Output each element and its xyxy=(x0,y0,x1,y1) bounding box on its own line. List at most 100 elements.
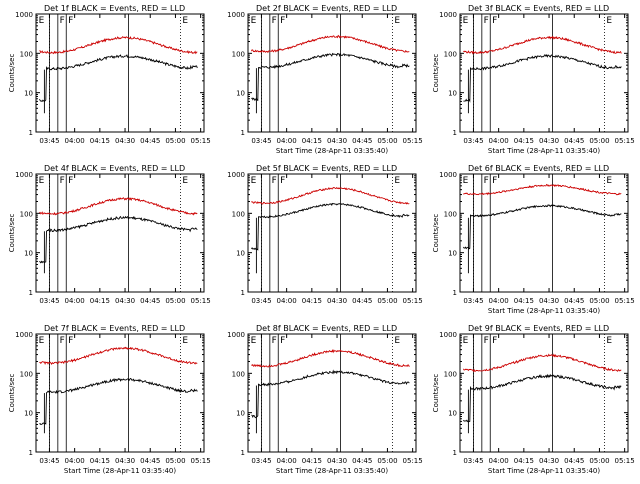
x-tick-label: 05:00 xyxy=(165,297,185,305)
x-tick-label: 04:15 xyxy=(514,457,534,465)
lld-curve xyxy=(251,186,410,205)
x-tick-label: 05:15 xyxy=(615,457,635,465)
marker-label: E xyxy=(394,336,400,346)
events-curve xyxy=(39,54,198,103)
panel-title: Det 6f BLACK = Events, RED = LLD xyxy=(468,164,609,173)
plot-frame xyxy=(459,333,629,453)
marker-label: E xyxy=(606,336,612,346)
panel-title: Det 2f BLACK = Events, RED = LLD xyxy=(256,4,397,13)
x-tick-label: 05:00 xyxy=(165,457,185,465)
x-tick-label: 05:15 xyxy=(403,457,423,465)
y-tick-label: 1000 xyxy=(439,11,457,19)
x-tick-label: 03:45 xyxy=(251,457,271,465)
x-axis-label: Start Time (28-Apr-11 03:35:40) xyxy=(276,467,388,475)
marker-label: E xyxy=(394,16,400,26)
lld-curve xyxy=(251,349,410,368)
y-tick-label: 1000 xyxy=(15,171,33,179)
x-tick-label: 03:45 xyxy=(251,137,271,145)
detector-panel: Det 8f BLACK = Events, RED = LLD 1 10 100 10… xyxy=(227,324,423,475)
x-tick-label: 04:15 xyxy=(302,137,322,145)
y-tick-label: 1 xyxy=(241,449,245,457)
y-tick-label: 100 xyxy=(20,370,33,378)
lld-curve xyxy=(463,183,622,196)
marker-label: F xyxy=(484,16,489,26)
panel-title: Det 9f BLACK = Events, RED = LLD xyxy=(468,324,609,333)
events-curve xyxy=(251,369,410,419)
marker-label: F xyxy=(60,16,65,26)
detector-panel: Det 6f BLACK = Events, RED = LLD 1 10 100 10… xyxy=(432,164,635,315)
marker-label: E xyxy=(463,336,469,346)
marker-label: E xyxy=(251,336,257,346)
x-tick-label: 04:30 xyxy=(327,457,347,465)
x-tick-label: 05:00 xyxy=(589,297,609,305)
detector-panel: Det 1f BLACK = Events, RED = LLD 1 10 100 10… xyxy=(8,4,211,145)
y-tick-label: 10 xyxy=(448,250,457,258)
x-tick-label: 05:15 xyxy=(191,297,211,305)
y-tick-label: 1000 xyxy=(227,11,245,19)
lld-curve xyxy=(463,35,622,55)
y-tick-label: 1 xyxy=(453,289,457,297)
y-tick-label: 100 xyxy=(232,50,245,58)
y-tick-label: 100 xyxy=(20,210,33,218)
marker-label: E xyxy=(251,176,257,186)
marker-label: F xyxy=(484,336,489,346)
marker-label: F xyxy=(280,176,285,186)
y-tick-label: 1 xyxy=(453,129,457,137)
y-tick-label: 100 xyxy=(232,210,245,218)
x-tick-label: 04:30 xyxy=(115,457,135,465)
x-tick-label: 04:30 xyxy=(115,137,135,145)
y-tick-label: 1 xyxy=(241,129,245,137)
x-tick-label: 05:00 xyxy=(165,137,185,145)
marker-label: F xyxy=(492,336,497,346)
panel-title: Det 1f BLACK = Events, RED = LLD xyxy=(44,4,185,13)
detector-panel: Det 4f BLACK = Events, RED = LLD 1 10 100 10… xyxy=(8,164,211,305)
x-tick-label: 05:00 xyxy=(589,457,609,465)
marker-label: E xyxy=(182,336,188,346)
x-tick-label: 04:00 xyxy=(277,297,297,305)
marker-label: E xyxy=(182,176,188,186)
lld-curve xyxy=(39,346,198,366)
events-curve xyxy=(251,202,410,251)
x-tick-label: 05:15 xyxy=(615,297,635,305)
events-curve xyxy=(463,373,622,423)
y-axis-label: Counts/sec xyxy=(8,214,16,253)
marker-label: F xyxy=(68,16,73,26)
plot-frame xyxy=(247,333,417,453)
x-tick-label: 05:15 xyxy=(191,137,211,145)
marker-label: E xyxy=(463,16,469,26)
plot-frame xyxy=(247,13,417,133)
plot-frame xyxy=(459,173,629,293)
x-tick-label: 04:30 xyxy=(539,297,559,305)
x-tick-label: 04:30 xyxy=(539,137,559,145)
y-tick-label: 1 xyxy=(241,289,245,297)
y-axis-label: Counts/sec xyxy=(432,54,440,93)
detector-panel: Det 3f BLACK = Events, RED = LLD 1 10 100 10… xyxy=(432,4,635,155)
y-tick-label: 10 xyxy=(236,410,245,418)
x-axis-label: Start Time (28-Apr-11 03:35:40) xyxy=(488,307,600,315)
y-tick-label: 10 xyxy=(24,250,33,258)
marker-label: F xyxy=(492,16,497,26)
x-tick-label: 03:45 xyxy=(39,297,59,305)
x-tick-label: 04:00 xyxy=(65,457,85,465)
y-axis-label: Counts/sec xyxy=(432,214,440,253)
x-axis-label: Start Time (28-Apr-11 03:35:40) xyxy=(64,467,176,475)
x-tick-label: 04:00 xyxy=(65,137,85,145)
marker-label: F xyxy=(68,176,73,186)
y-axis-label: Counts/sec xyxy=(432,374,440,413)
marker-label: F xyxy=(492,176,497,186)
x-tick-label: 04:15 xyxy=(90,297,110,305)
y-tick-label: 1 xyxy=(29,129,33,137)
x-tick-label: 04:15 xyxy=(90,457,110,465)
y-tick-label: 1 xyxy=(29,289,33,297)
panel-title: Det 7f BLACK = Events, RED = LLD xyxy=(44,324,185,333)
x-tick-label: 05:15 xyxy=(191,457,211,465)
lld-curve xyxy=(463,353,622,373)
x-axis-label: Start Time (28-Apr-11 03:35:40) xyxy=(276,147,388,155)
x-tick-label: 04:15 xyxy=(90,137,110,145)
lld-curve xyxy=(39,197,198,216)
x-tick-label: 04:45 xyxy=(140,297,160,305)
x-tick-label: 04:15 xyxy=(302,297,322,305)
x-tick-label: 03:45 xyxy=(463,137,483,145)
